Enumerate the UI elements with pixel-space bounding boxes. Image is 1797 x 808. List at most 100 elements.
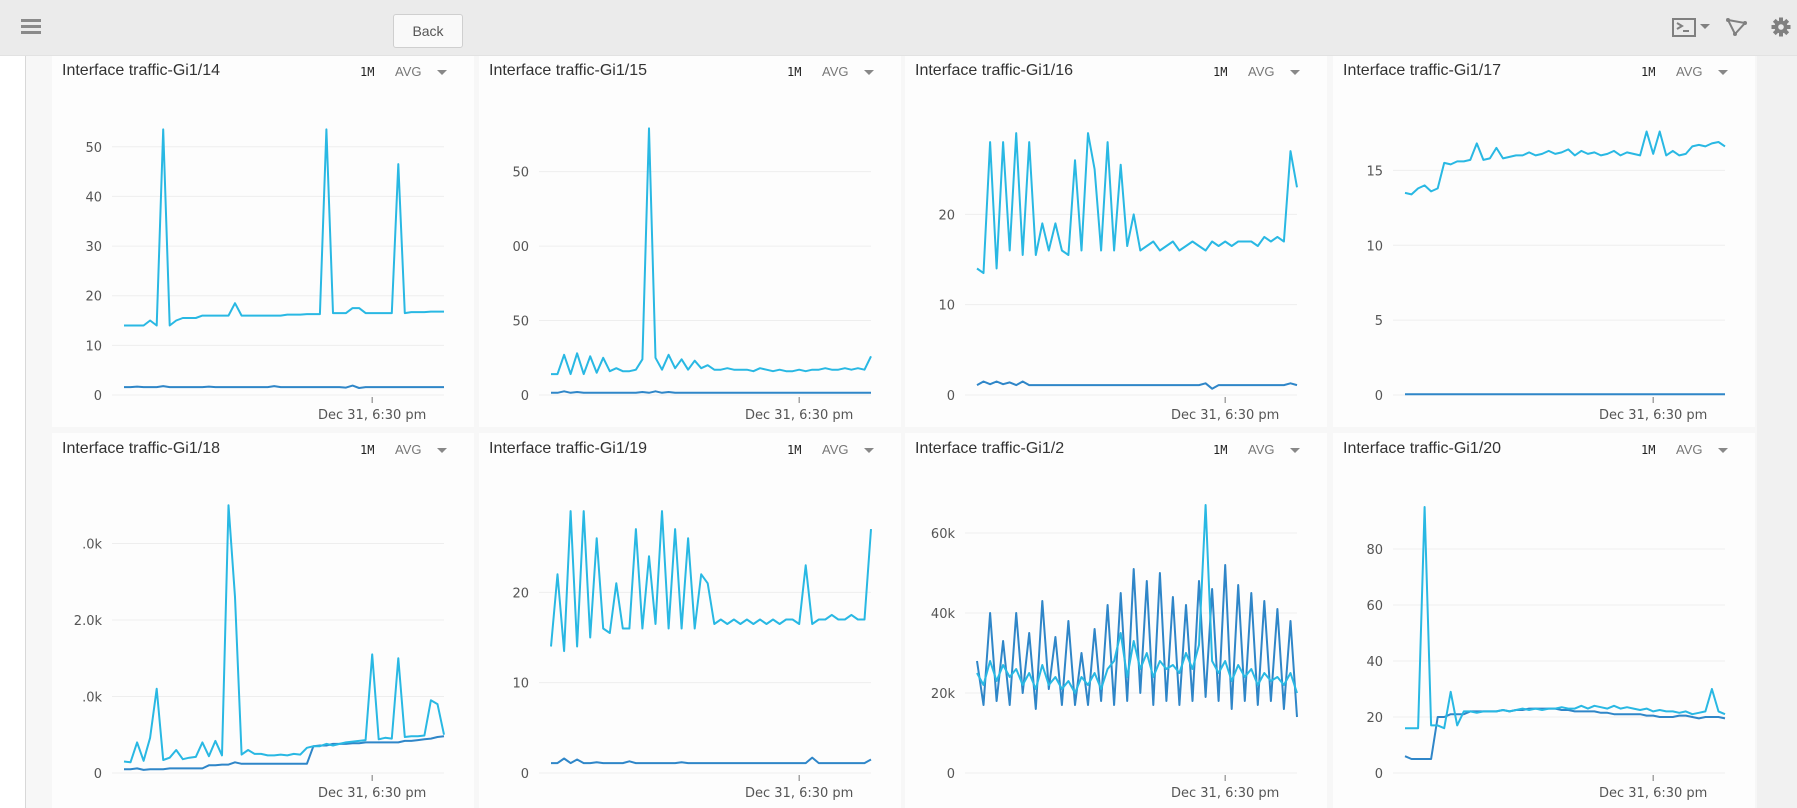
aggregation-dropdown[interactable]: AVG — [395, 64, 422, 79]
line-chart: 0 50 00 50 Dec 31, 6:30 pm — [512, 127, 872, 423]
y-tick-label: 60k — [931, 527, 956, 542]
y-tick-label: 10 — [85, 339, 102, 354]
line-chart: 0 10 20 Dec 31, 6:30 pm — [938, 132, 1298, 423]
caret-down-icon[interactable] — [864, 70, 874, 75]
y-tick-label: 50 — [512, 166, 529, 181]
panel-title: Interface traffic-Gi1/15 — [489, 62, 647, 79]
chevron-down-icon[interactable] — [1700, 24, 1710, 30]
y-tick-label: 40k — [931, 607, 956, 622]
panel-title: Interface traffic-Gi1/16 — [915, 62, 1073, 79]
time-range-selector[interactable]: 1M — [1213, 65, 1228, 79]
time-range-selector[interactable]: 1M — [360, 65, 375, 79]
top-toolbar: Back — [0, 0, 1797, 56]
series-line-1 — [1405, 506, 1726, 730]
y-tick-label: 60 — [1366, 599, 1383, 614]
chart-panel: 0 5 10 15 Dec 31, 6:30 pm Interface traffic-… — [1333, 55, 1755, 427]
caret-down-icon[interactable] — [437, 70, 447, 75]
y-tick-label: 20 — [85, 290, 102, 305]
aggregation-dropdown[interactable]: AVG — [822, 64, 849, 79]
series-line-2 — [551, 756, 872, 765]
y-tick-label: 40 — [85, 190, 102, 205]
y-tick-label: 15 — [1366, 164, 1383, 179]
x-tick-label: Dec 31, 6:30 pm — [318, 408, 426, 423]
chart-panel: 0 10 20 30 40 50 Dec 31, 6:30 pm Interface tra… — [52, 55, 474, 427]
chart-panel: 0 20k 40k 60k Dec 31, 6:30 pm Interface traf… — [905, 433, 1327, 808]
aggregation-dropdown[interactable]: AVG — [1248, 442, 1275, 457]
y-tick-label: 0 — [1375, 767, 1383, 782]
y-tick-label: 50 — [85, 141, 102, 156]
aggregation-dropdown[interactable]: AVG — [1676, 64, 1703, 79]
caret-down-icon[interactable] — [864, 448, 874, 453]
y-tick-label: 0 — [521, 389, 529, 404]
y-tick-label: .0k — [82, 690, 102, 705]
panel-title: Interface traffic-Gi1/14 — [62, 62, 220, 79]
y-tick-label: 0 — [94, 389, 102, 404]
topology-icon[interactable] — [1726, 17, 1748, 37]
menu-icon[interactable] — [21, 19, 41, 35]
time-range-selector[interactable]: 1M — [787, 443, 802, 457]
caret-down-icon[interactable] — [1718, 70, 1728, 75]
y-tick-label: 10 — [1366, 239, 1383, 254]
caret-down-icon[interactable] — [1718, 448, 1728, 453]
caret-down-icon[interactable] — [1290, 70, 1300, 75]
y-tick-label: 20 — [1366, 711, 1383, 726]
series-line-1 — [1404, 130, 1726, 196]
y-tick-label: 5 — [1375, 314, 1383, 329]
y-tick-label: 0 — [1375, 389, 1383, 404]
line-chart: 0 20 40 60 80 Dec 31, 6:30 pm — [1366, 506, 1726, 801]
y-tick-label: 50 — [512, 315, 529, 330]
panel-title: Interface traffic-Gi1/2 — [915, 440, 1065, 457]
y-tick-label: 0 — [521, 767, 529, 782]
terminal-icon[interactable] — [1672, 17, 1698, 39]
series-line-2 — [124, 384, 444, 389]
series-line-2 — [976, 504, 1298, 694]
aggregation-dropdown[interactable]: AVG — [1676, 442, 1703, 457]
x-tick-label: Dec 31, 6:30 pm — [1171, 408, 1279, 423]
series-line-1 — [550, 510, 872, 653]
time-range-selector[interactable]: 1M — [1213, 443, 1228, 457]
scrollbar-track[interactable] — [1757, 55, 1797, 808]
panel-title: Interface traffic-Gi1/19 — [489, 440, 647, 457]
chart-panel: 0 10 20 Dec 31, 6:30 pm Interface traffic-G… — [479, 433, 901, 808]
y-tick-label: 0 — [947, 767, 955, 782]
time-range-selector[interactable]: 1M — [1641, 65, 1656, 79]
y-tick-label: 30 — [85, 240, 102, 255]
y-tick-label: 10 — [512, 677, 529, 692]
time-range-selector[interactable]: 1M — [1641, 443, 1656, 457]
x-tick-label: Dec 31, 6:30 pm — [1599, 408, 1707, 423]
y-tick-label: .0k — [82, 537, 102, 552]
chart-panel: 0 20 40 60 80 Dec 31, 6:30 pm Interface traff… — [1333, 433, 1755, 808]
x-tick-label: Dec 31, 6:30 pm — [1171, 786, 1279, 801]
y-tick-label: 10 — [938, 299, 955, 314]
left-sidebar-strip — [0, 55, 26, 808]
y-tick-label: 20 — [938, 208, 955, 223]
panel-title: Interface traffic-Gi1/20 — [1343, 440, 1501, 457]
y-tick-label: 80 — [1366, 543, 1383, 558]
y-tick-label: 00 — [512, 240, 529, 255]
y-tick-label: 2.0k — [74, 614, 103, 629]
line-chart: 0 .0k 2.0k .0k Dec 31, 6:30 pm — [74, 504, 445, 801]
caret-down-icon[interactable] — [437, 448, 447, 453]
time-range-selector[interactable]: 1M — [787, 65, 802, 79]
y-tick-label: 20 — [512, 586, 529, 601]
aggregation-dropdown[interactable]: AVG — [1248, 64, 1275, 79]
x-tick-label: Dec 31, 6:30 pm — [1599, 786, 1707, 801]
aggregation-dropdown[interactable]: AVG — [822, 442, 849, 457]
series-line-1 — [976, 564, 1298, 718]
chart-panel: 0 50 00 50 Dec 31, 6:30 pm Interface traffic… — [479, 55, 901, 427]
series-line-1 — [976, 132, 1298, 275]
series-line-2 — [551, 390, 871, 394]
panel-title: Interface traffic-Gi1/18 — [62, 440, 220, 457]
line-chart: 0 10 20 Dec 31, 6:30 pm — [512, 510, 872, 801]
caret-down-icon[interactable] — [1290, 448, 1300, 453]
x-tick-label: Dec 31, 6:30 pm — [745, 408, 853, 423]
aggregation-dropdown[interactable]: AVG — [395, 442, 422, 457]
chart-panel: 0 10 20 Dec 31, 6:30 pm Interface traffic-G… — [905, 55, 1327, 427]
line-chart: 0 5 10 15 Dec 31, 6:30 pm — [1366, 130, 1726, 423]
back-button[interactable]: Back — [393, 14, 463, 48]
x-tick-label: Dec 31, 6:30 pm — [318, 786, 426, 801]
gear-icon[interactable] — [1771, 17, 1791, 37]
series-line-1 — [124, 128, 444, 327]
y-tick-label: 20k — [931, 687, 956, 702]
time-range-selector[interactable]: 1M — [360, 443, 375, 457]
